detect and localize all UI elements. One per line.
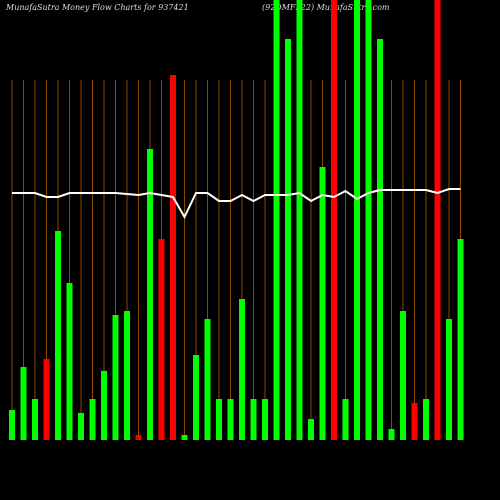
bar (354, 0, 360, 440)
bar (32, 399, 38, 440)
bar (147, 149, 153, 440)
bar (20, 367, 27, 440)
bar (273, 0, 280, 440)
bar (377, 39, 383, 440)
bar (55, 231, 61, 440)
bar (250, 399, 257, 440)
bar (112, 315, 119, 440)
bar (193, 355, 199, 440)
bar (331, 0, 337, 440)
bar (135, 435, 142, 440)
bar (66, 283, 73, 440)
chart-title: MunafaSutra Money Flow Charts for 937421 (5, 3, 189, 12)
bar (216, 399, 222, 440)
bar (285, 39, 291, 440)
bar (89, 399, 96, 440)
bar (204, 319, 211, 440)
bar (262, 399, 268, 440)
bar (43, 359, 50, 440)
bar (239, 299, 245, 440)
bar (400, 311, 406, 440)
bar (296, 0, 303, 440)
bar (365, 0, 372, 440)
bar (434, 0, 441, 440)
bar (457, 239, 464, 440)
money-flow-line (12, 188, 461, 220)
bar (342, 399, 349, 440)
bar (227, 399, 234, 440)
bar (78, 413, 84, 440)
bar (124, 311, 130, 440)
bar (101, 371, 107, 440)
grid (11, 80, 461, 440)
bar (181, 435, 188, 440)
bar (423, 399, 429, 440)
bar (411, 403, 418, 440)
bar (308, 419, 314, 440)
bar (446, 319, 452, 440)
bar (319, 167, 326, 440)
bar (158, 239, 165, 440)
chart-subtitle: (92DMFL22) MunafaSutra.com (262, 3, 390, 12)
bar (388, 429, 395, 440)
bar (170, 75, 176, 440)
bar (9, 410, 15, 440)
